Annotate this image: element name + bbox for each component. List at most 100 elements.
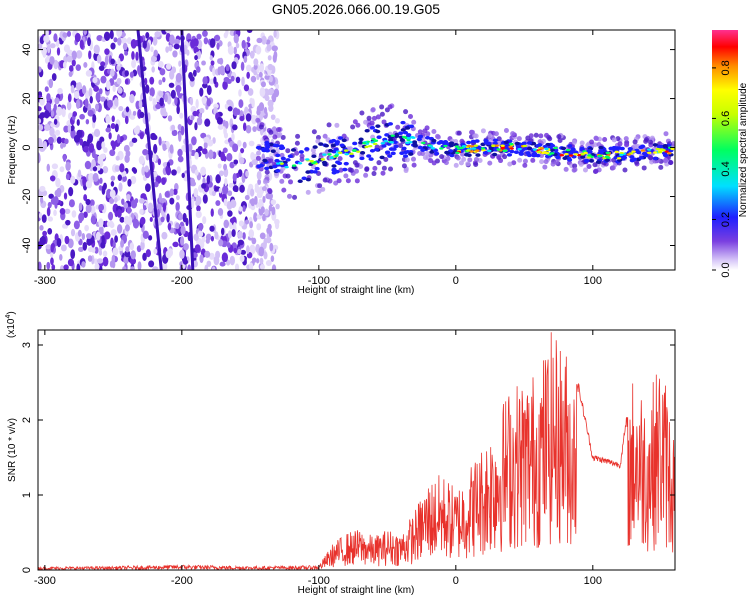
noise-blob xyxy=(64,138,69,145)
noise-blob xyxy=(139,132,144,140)
ridge-highlight xyxy=(619,153,624,157)
noise-blob xyxy=(162,111,168,117)
noise-blob xyxy=(62,32,68,38)
noise-blob xyxy=(116,209,122,218)
noise-blob xyxy=(87,133,94,144)
ridge-core xyxy=(333,147,339,152)
noise-blob xyxy=(222,80,228,90)
noise-blob xyxy=(263,251,268,260)
ridge-core xyxy=(349,154,355,158)
ridge-core xyxy=(305,177,312,182)
ridge-core xyxy=(503,140,509,145)
ridge-highlight xyxy=(565,148,571,152)
noise-blob xyxy=(226,99,233,106)
ridge-halo xyxy=(285,148,291,154)
noise-blob xyxy=(124,78,129,85)
noise-blob xyxy=(225,64,230,72)
noise-blob xyxy=(96,54,102,64)
ridge-halo xyxy=(354,178,360,184)
ridge-core xyxy=(522,146,528,151)
colorbar-tick-label: 0.0 xyxy=(720,262,732,277)
ridge-halo xyxy=(371,115,377,121)
noise-blob xyxy=(200,132,207,139)
noise-blob xyxy=(153,248,158,255)
noise-blob xyxy=(218,239,224,247)
snr-multiplier-exp: 4 xyxy=(5,315,12,319)
ridge-halo xyxy=(353,168,359,174)
noise-blob xyxy=(68,65,74,72)
ridge-core xyxy=(417,145,423,150)
ridge-core xyxy=(359,156,365,161)
ridge-halo xyxy=(550,161,556,167)
noise-blob xyxy=(204,118,211,127)
noise-blob xyxy=(65,219,71,226)
noise-blob xyxy=(126,37,132,45)
noise-blob xyxy=(164,191,170,198)
ridge-core xyxy=(402,130,409,135)
noise-blob xyxy=(201,96,208,104)
noise-blob xyxy=(51,163,59,170)
noise-blob xyxy=(47,216,54,222)
noise-blob xyxy=(153,49,159,57)
ridge-halo xyxy=(294,140,300,146)
ridge-halo xyxy=(422,128,428,134)
ridge-highlight xyxy=(616,157,622,160)
ridge-core xyxy=(282,160,288,165)
ridge-core xyxy=(274,158,280,163)
noise-blob xyxy=(100,75,107,84)
noise-blob xyxy=(49,43,56,49)
ridge-core xyxy=(364,128,370,133)
colorbar: 0.0 0.2 0.4 0.6 0.8 Normalized spectral ampl… xyxy=(712,30,749,278)
noise-blob xyxy=(84,90,90,100)
ridge-highlight xyxy=(500,147,505,150)
noise-blob xyxy=(94,246,99,254)
ridge-core xyxy=(627,146,633,151)
noise-blob xyxy=(259,63,265,73)
ridge-core xyxy=(279,146,286,150)
ridge-core xyxy=(264,148,270,153)
ridge-halo xyxy=(363,119,369,125)
noise-blob xyxy=(53,59,59,70)
noise-blob xyxy=(168,82,175,88)
ridge-core xyxy=(434,151,440,156)
noise-blob xyxy=(256,37,263,44)
ridge-halo xyxy=(465,161,471,167)
ridge-highlight xyxy=(291,164,297,167)
noise-blob xyxy=(117,37,122,46)
ridge-halo xyxy=(453,138,459,144)
noise-blob xyxy=(266,44,272,52)
spectrogram-x-tick-label: 0 xyxy=(453,275,459,287)
noise-blob xyxy=(169,34,175,45)
noise-blob xyxy=(133,126,140,135)
noise-blob xyxy=(104,55,109,66)
noise-blob xyxy=(210,235,215,242)
noise-blob xyxy=(175,72,182,83)
noise-blob xyxy=(53,103,57,112)
noise-blob xyxy=(192,38,199,47)
ridge-core xyxy=(373,147,380,152)
ridge-halo xyxy=(292,194,298,200)
ridge-halo xyxy=(281,187,287,193)
ridge-highlight xyxy=(297,162,303,165)
noise-blob xyxy=(82,241,88,251)
snr-multiplier-close: ) xyxy=(6,311,17,314)
ridge-halo xyxy=(336,178,342,184)
noise-blob xyxy=(114,123,119,133)
noise-blob xyxy=(250,204,256,211)
spectrogram-y-tick-label: 0 xyxy=(21,144,33,150)
noise-blob xyxy=(121,37,128,45)
noise-blob xyxy=(237,248,242,255)
noise-blob xyxy=(45,244,52,250)
noise-blob xyxy=(215,174,221,184)
noise-blob xyxy=(64,235,70,245)
ridge-halo xyxy=(395,124,401,130)
noise-blob xyxy=(244,194,250,201)
ridge-halo xyxy=(571,139,577,145)
noise-blob xyxy=(246,187,251,198)
noise-blob xyxy=(106,80,111,91)
ridge-highlight xyxy=(380,142,385,145)
noise-blob xyxy=(121,198,125,205)
noise-blob xyxy=(267,223,272,231)
noise-blob xyxy=(86,237,93,246)
noise-blob xyxy=(162,143,167,152)
